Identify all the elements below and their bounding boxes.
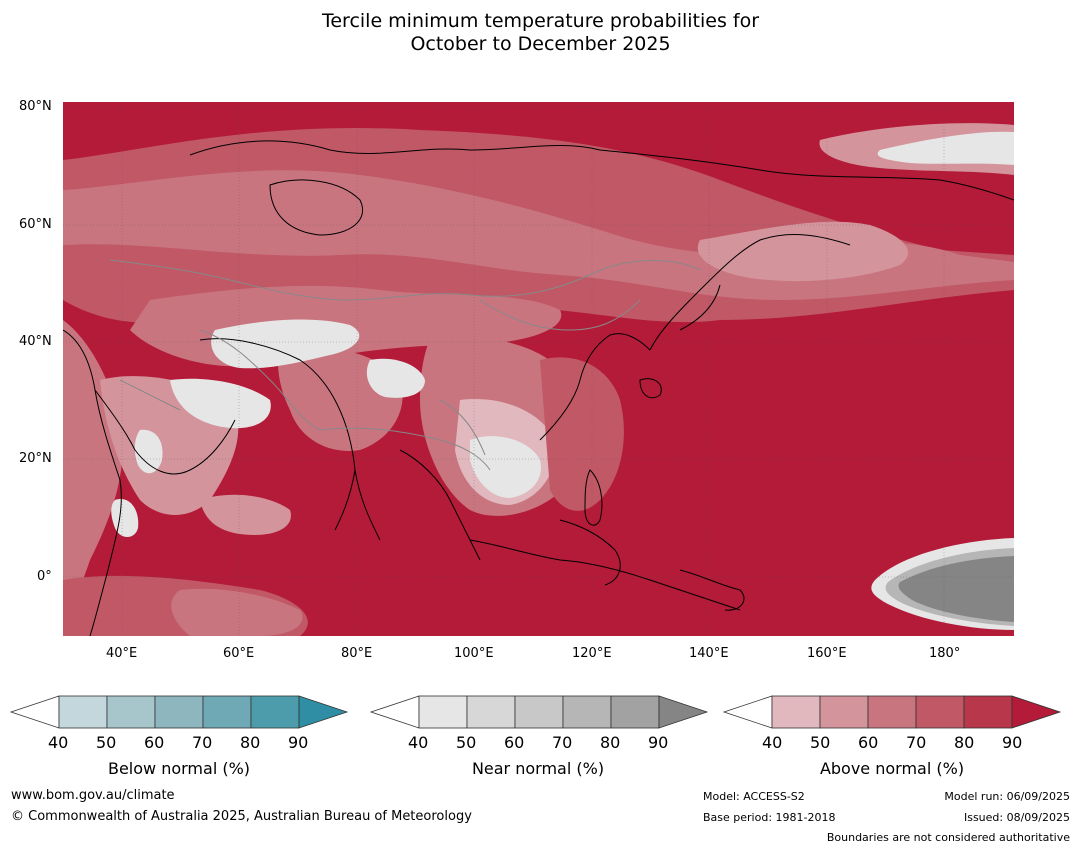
cb-above-segment bbox=[867, 695, 917, 729]
lat-label-0: 0° bbox=[37, 569, 52, 584]
cb-below-tick-70: 70 bbox=[192, 733, 213, 752]
cb-below-tick-80: 80 bbox=[240, 733, 261, 752]
pacific-near-normal-region bbox=[871, 538, 1014, 630]
copyright-text: © Commonwealth of Australia 2025, Austra… bbox=[11, 809, 472, 824]
lon-label-180: 180° bbox=[929, 646, 961, 661]
lat-label-60n: 60°N bbox=[19, 217, 52, 232]
country-borders bbox=[109, 259, 701, 471]
cb-near-segment bbox=[514, 695, 564, 729]
lon-label-60e: 60°E bbox=[223, 646, 255, 661]
lon-label-80e: 80°E bbox=[341, 646, 373, 661]
cb-near-upper-arrow bbox=[658, 695, 709, 729]
cb-above-tick-60: 60 bbox=[858, 733, 879, 752]
cb-below-segment bbox=[58, 695, 108, 729]
cb-above-tick-50: 50 bbox=[810, 733, 831, 752]
cb-near-tick-70: 70 bbox=[552, 733, 573, 752]
model-run-date: Model run: 06/09/2025 bbox=[944, 790, 1070, 803]
coastlines bbox=[63, 140, 1014, 636]
lat-label-80n: 80°N bbox=[19, 99, 52, 114]
cb-near-segment bbox=[610, 695, 660, 729]
cb-near-segment bbox=[466, 695, 516, 729]
cb-above-segment bbox=[819, 695, 869, 729]
lon-label-160e: 160°E bbox=[807, 646, 847, 661]
cb-near-segment bbox=[562, 695, 612, 729]
colorbar-legend bbox=[9, 695, 1062, 729]
cb-below-upper-arrow bbox=[298, 695, 349, 729]
cb-above-segment bbox=[963, 695, 1013, 729]
website-link[interactable]: www.bom.gov.au/climate bbox=[11, 788, 175, 803]
cb-below-tick-90: 90 bbox=[288, 733, 309, 752]
cb-below-tick-60: 60 bbox=[144, 733, 165, 752]
cb-above-segment bbox=[771, 695, 821, 729]
cb-below-segment bbox=[250, 695, 300, 729]
cb-below-lower-arrow bbox=[9, 695, 60, 729]
cb-below-tick-50: 50 bbox=[96, 733, 117, 752]
cb-above-tick-40: 40 bbox=[762, 733, 783, 752]
lon-label-100e: 100°E bbox=[454, 646, 494, 661]
cb-above-lower-arrow bbox=[722, 695, 773, 729]
map-title-line-2: October to December 2025 bbox=[410, 33, 671, 55]
cb-above-tick-70: 70 bbox=[906, 733, 927, 752]
near-normal-shading bbox=[111, 131, 1014, 537]
cb-near-segment bbox=[418, 695, 468, 729]
base-period: Base period: 1981-2018 bbox=[703, 811, 836, 824]
cb-near-tick-60: 60 bbox=[504, 733, 525, 752]
cb-above-tick-90: 90 bbox=[1002, 733, 1023, 752]
map-title-line-1: Tercile minimum temperature probabilitie… bbox=[321, 10, 760, 32]
cb-below-tick-40: 40 bbox=[48, 733, 69, 752]
cb-near-title: Near normal (%) bbox=[471, 759, 605, 778]
cb-below-title: Below normal (%) bbox=[107, 759, 251, 778]
above-normal-shading bbox=[63, 123, 1014, 636]
cb-above-tick-80: 80 bbox=[954, 733, 975, 752]
cb-above-title: Above normal (%) bbox=[819, 759, 965, 778]
lon-label-140e: 140°E bbox=[689, 646, 729, 661]
cb-below-segment bbox=[106, 695, 156, 729]
boundaries-disclaimer: Boundaries are not considered authoritat… bbox=[826, 831, 1070, 844]
cb-below-segment bbox=[202, 695, 252, 729]
cb-near-tick-50: 50 bbox=[456, 733, 477, 752]
cb-near-lower-arrow bbox=[369, 695, 420, 729]
cb-below-segment bbox=[154, 695, 204, 729]
lon-label-40e: 40°E bbox=[106, 646, 138, 661]
model-name: Model: ACCESS-S2 bbox=[703, 790, 805, 803]
lon-label-120e: 120°E bbox=[572, 646, 612, 661]
cb-near-tick-80: 80 bbox=[600, 733, 621, 752]
issued-date: Issued: 08/09/2025 bbox=[963, 811, 1070, 824]
cb-above-segment bbox=[915, 695, 965, 729]
cb-above-upper-arrow bbox=[1011, 695, 1062, 729]
cb-near-tick-40: 40 bbox=[408, 733, 429, 752]
lat-label-40n: 40°N bbox=[19, 334, 52, 349]
forecast-map bbox=[63, 102, 1014, 636]
cb-near-tick-90: 90 bbox=[648, 733, 669, 752]
lat-label-20n: 20°N bbox=[19, 451, 52, 466]
